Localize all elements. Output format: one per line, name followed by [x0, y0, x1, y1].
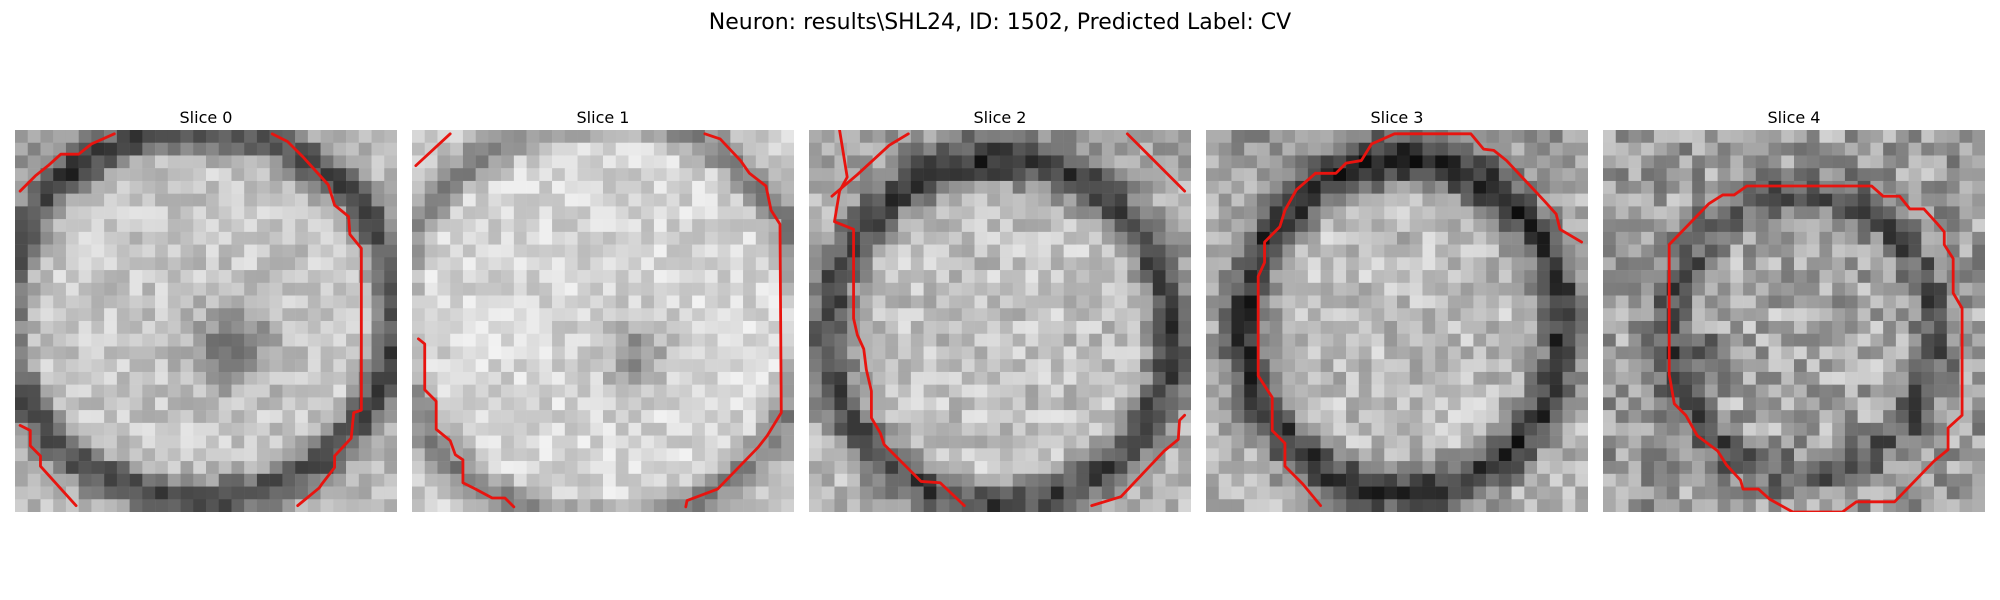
pixel-grid: [809, 130, 1191, 512]
slice-panel-1: Slice 1: [412, 108, 794, 512]
contour-line: [416, 337, 516, 509]
contour-line: [830, 132, 910, 198]
slice-image: [15, 130, 397, 512]
slice-image: [1603, 130, 1985, 512]
slice-image: [412, 130, 794, 512]
contour-line: [1314, 132, 1584, 244]
contour-line: [1256, 171, 1323, 508]
slice-panel-3: Slice 3: [1206, 108, 1588, 512]
contour-line: [270, 132, 363, 508]
contour-line: [833, 130, 966, 508]
pixel-grid: [15, 130, 397, 512]
slice-image: [809, 130, 1191, 512]
slice-title: Slice 4: [1767, 108, 1821, 127]
slice-title: Slice 1: [576, 108, 630, 127]
contour-line: [684, 132, 783, 509]
slice-image: [1206, 130, 1588, 512]
figure-title: Neuron: results\SHL24, ID: 1502, Predict…: [708, 10, 1292, 35]
slice-panel-2: Slice 2: [809, 108, 1191, 512]
slice-panel-0: Slice 0: [15, 108, 397, 512]
slice-title: Slice 3: [1370, 108, 1424, 127]
contour-line: [1090, 413, 1187, 508]
pixel-grid: [1206, 130, 1588, 512]
contour-line: [1125, 132, 1187, 193]
slice-panel-4: Slice 4: [1603, 108, 1985, 512]
contour-line: [18, 424, 78, 508]
contour-line: [1667, 184, 1964, 512]
slice-title: Slice 2: [973, 108, 1027, 127]
contour-line: [414, 132, 452, 168]
slice-title: Slice 0: [179, 108, 233, 127]
pixel-grid: [1603, 130, 1985, 512]
pixel-grid: [412, 130, 794, 512]
contour-line: [18, 132, 116, 193]
